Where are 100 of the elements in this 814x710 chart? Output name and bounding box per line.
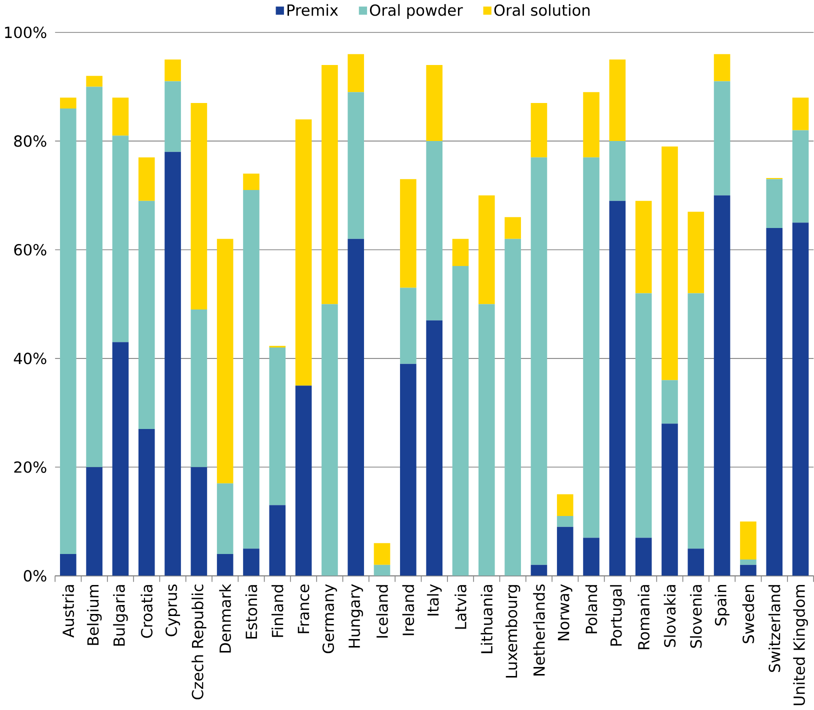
bar (243, 174, 260, 190)
bar (60, 554, 76, 576)
x-tick-label: Spain (714, 585, 730, 626)
y-tick-label: 100% (5, 26, 46, 38)
x-tick-label: Romania (638, 585, 650, 650)
bar (504, 238, 521, 576)
bar (556, 516, 574, 527)
bar (714, 54, 730, 82)
bar (426, 65, 442, 142)
x-tick-label: Denmark (219, 584, 232, 653)
bar (688, 293, 704, 549)
bar (530, 564, 548, 576)
bar (374, 543, 390, 565)
x-tick-label: Austria (62, 585, 74, 638)
x-tick-label: United Kingdom (793, 585, 808, 706)
bar (138, 157, 155, 201)
legend-label: Oral solution (494, 4, 590, 16)
bar (86, 467, 102, 576)
bar (792, 222, 809, 576)
x-tick-label: Croatia (140, 585, 153, 638)
x-tick-label: Poland (585, 585, 598, 634)
bar (164, 152, 181, 576)
bar (112, 98, 129, 136)
bar (609, 141, 626, 201)
bar (740, 564, 756, 576)
bar (688, 548, 704, 576)
legend-label: Oral powder (370, 4, 463, 19)
bar (792, 130, 809, 223)
bar (504, 217, 521, 239)
bar (216, 238, 234, 484)
x-tick-label: Norway (558, 584, 572, 640)
y-tick-label: 0% (24, 570, 46, 582)
bar (556, 526, 574, 576)
x-tick-label: Iceland (376, 585, 388, 638)
x-tick-label: Cyprus (166, 584, 180, 636)
bar (635, 200, 652, 294)
bar (662, 424, 678, 576)
bar (400, 364, 416, 576)
bar (322, 304, 338, 576)
bar (662, 146, 678, 380)
x-tick-label: Switzerland (768, 585, 780, 672)
bar (138, 429, 155, 576)
bar (400, 288, 416, 364)
x-tick-label: Ireland (402, 585, 414, 636)
bar (60, 98, 76, 109)
bar (243, 190, 260, 549)
bar (164, 60, 181, 82)
bar (86, 76, 102, 87)
bar (60, 108, 76, 554)
y-tick-label: 80% (14, 135, 46, 147)
x-tick-label: Belgium (86, 585, 102, 645)
bar (609, 60, 626, 142)
bar (348, 54, 364, 92)
x-tick-label: Slovakia (664, 585, 676, 647)
bar (452, 238, 469, 266)
bar (348, 92, 364, 239)
bar (583, 92, 600, 158)
x-tick-label: Netherlands (533, 584, 545, 676)
bar (740, 522, 756, 560)
bar (635, 293, 652, 538)
bar (792, 98, 809, 130)
y-tick-label: 40% (14, 352, 46, 364)
x-tick-label: Hungary (348, 584, 364, 648)
bar (348, 238, 364, 576)
bar (190, 467, 208, 576)
bar (714, 195, 730, 576)
bar (583, 157, 600, 538)
x-tick-label: Slovenia (690, 585, 702, 648)
bar (688, 212, 704, 294)
x-tick-label: Latvia (454, 585, 466, 629)
x-tick-label: Czech Republic (192, 584, 206, 700)
bar (190, 103, 208, 310)
bar (269, 505, 286, 576)
bar (112, 136, 129, 342)
bar (269, 348, 286, 506)
bar (530, 157, 548, 565)
bar (766, 179, 783, 228)
x-tick-label: France (298, 584, 310, 634)
bar (295, 119, 312, 386)
bar (216, 483, 234, 554)
bar (609, 200, 626, 576)
y-tick-label: 20% (14, 461, 46, 473)
bar (243, 548, 260, 576)
bar (583, 538, 600, 576)
bar (662, 380, 678, 424)
bar (635, 538, 652, 576)
bar (295, 386, 312, 576)
bar (322, 65, 338, 304)
bar (452, 266, 469, 576)
bar (190, 310, 208, 468)
x-tick-label: Portugal (610, 585, 625, 646)
x-tick-label: Germany (322, 584, 337, 654)
bar (740, 560, 756, 565)
bar (112, 342, 129, 576)
x-tick-label: Luxembourg (505, 585, 520, 678)
x-tick-label: Lithuania (480, 585, 493, 654)
legend-label: Premix (288, 4, 338, 16)
x-tick-label: Italy (426, 584, 442, 616)
bar (426, 320, 442, 576)
x-tick-label: Estonia (245, 585, 258, 639)
